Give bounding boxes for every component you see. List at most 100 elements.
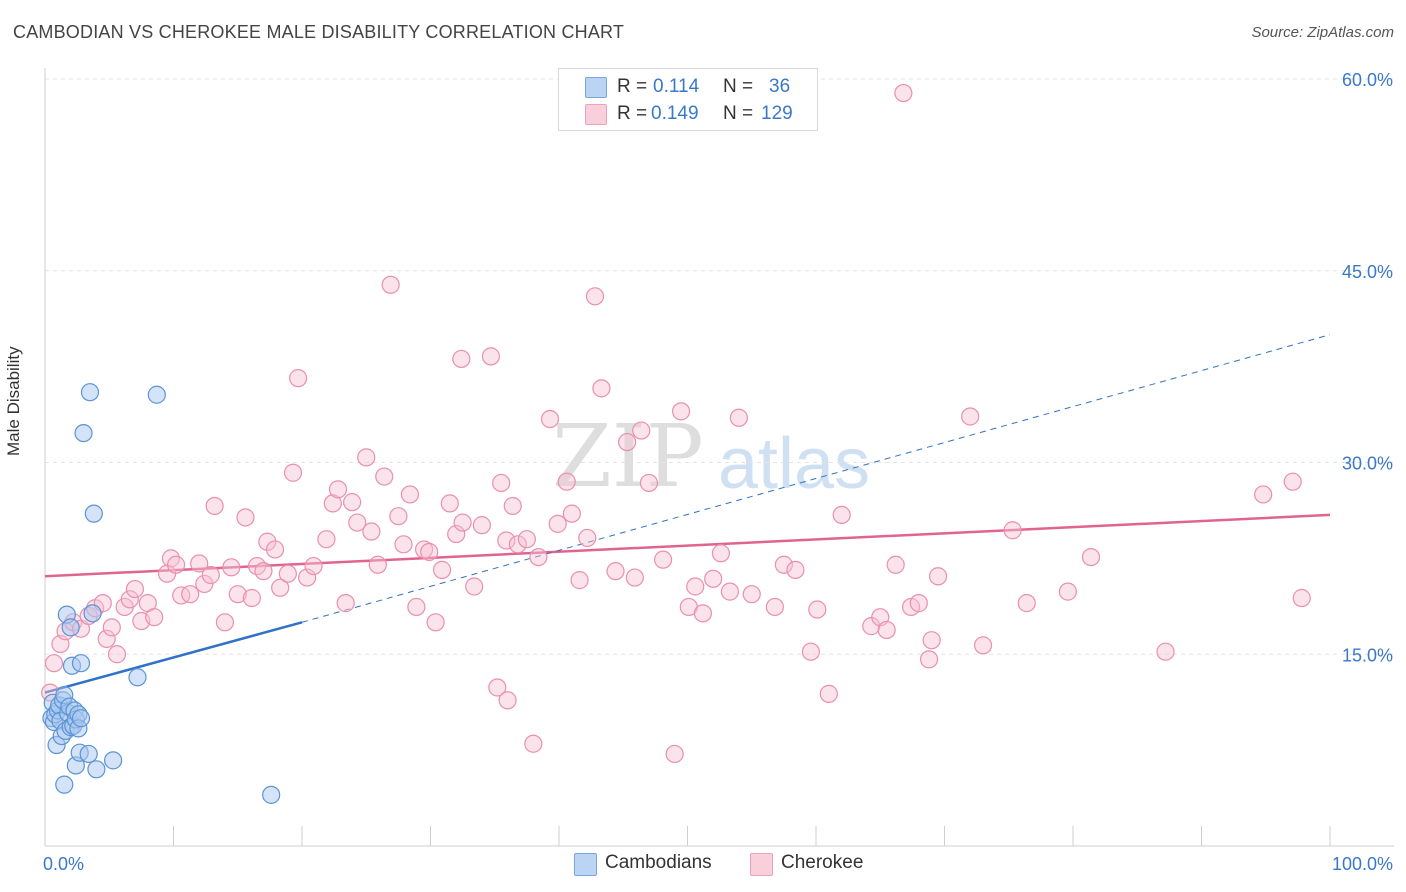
legend-r-value: 0.149 [651, 103, 699, 124]
cherokee-point [801, 642, 820, 661]
cherokee-point [348, 513, 367, 532]
cherokee-point [808, 600, 827, 619]
cherokee-point [704, 569, 723, 588]
cherokee-point [562, 504, 581, 523]
cherokee-point [236, 508, 255, 527]
cherokee-point [102, 618, 121, 637]
cherokee-point [394, 535, 413, 554]
cambodians-legend-label: Cambodians [605, 852, 712, 873]
cherokee-point [205, 496, 224, 516]
cherokee-point [585, 287, 605, 306]
cherokee-point [886, 555, 905, 574]
cherokee-point [1017, 594, 1036, 613]
cherokee-point [909, 594, 928, 613]
cherokee-point [215, 613, 234, 632]
cherokee-point [181, 585, 200, 604]
cambodians-points [42, 383, 281, 804]
cherokee-point [765, 597, 784, 617]
cherokee-point [145, 608, 164, 627]
cherokee-point [928, 567, 948, 586]
cherokee-point [420, 542, 439, 562]
cherokee-point [625, 568, 644, 587]
cherokee-point [973, 636, 993, 655]
cherokee-point [323, 494, 342, 513]
cherokee-point [426, 613, 445, 632]
cambodians-point [74, 423, 93, 443]
cherokee-point [557, 472, 576, 491]
cambodians-point [128, 668, 147, 687]
x-tick-label: 0.0% [43, 854, 84, 874]
cambodians-point [84, 504, 103, 523]
cherokee-point [1003, 521, 1022, 540]
source-label: Source: ZipAtlas.com [1251, 24, 1394, 41]
cherokee-point [304, 556, 323, 576]
legend-n-value: 129 [761, 103, 793, 124]
cambodians-point [147, 385, 166, 404]
cambodians-point [104, 751, 123, 770]
cherokee-trend-line [44, 513, 1331, 578]
cherokee-point [1254, 485, 1273, 504]
cherokee-point [570, 571, 589, 590]
x-tick-label: 100.0% [1332, 854, 1393, 874]
cherokee-point [120, 590, 139, 609]
cherokee-point [278, 564, 297, 583]
cambodians-point [55, 775, 74, 794]
cambodians-point [71, 654, 91, 673]
legend-r-value: 0.114 [653, 76, 700, 97]
cherokee-point [720, 582, 740, 601]
cherokee-point [686, 577, 705, 596]
cherokee-point [289, 369, 308, 388]
legend-n-label: N = [723, 103, 754, 124]
cherokee-point [440, 494, 459, 513]
cherokee-point [488, 678, 507, 697]
cambodians-point [61, 618, 80, 637]
y-tick-label: 30.0% [1342, 454, 1393, 474]
cherokee-point [407, 597, 426, 617]
cherokee-point [242, 588, 261, 608]
cherokee-point [832, 505, 851, 525]
cherokee-point [343, 493, 362, 512]
cherokee-point [492, 473, 511, 493]
cherokee-point [453, 513, 472, 532]
cambodians-legend-swatch [574, 853, 597, 876]
cherokee-point [336, 594, 355, 613]
cherokee-point [258, 532, 277, 551]
cherokee-point [166, 555, 186, 574]
axes [44, 68, 1394, 847]
cherokee-point [447, 524, 466, 544]
cherokee-point [271, 578, 290, 597]
cherokee-point [922, 631, 941, 650]
cherokee-point [529, 547, 548, 567]
cherokee-point [742, 585, 761, 604]
cherokee-point [254, 562, 273, 581]
cherokee-point [774, 555, 793, 574]
cambodians-trend-extension [301, 334, 1331, 623]
cherokee-point [472, 516, 491, 535]
cherokee-point [498, 691, 517, 710]
cherokee-point [481, 347, 500, 366]
cambodians-point [83, 604, 102, 623]
legend-n-label: N = [723, 76, 754, 97]
cherokee-point [919, 650, 939, 669]
cherokee-point [632, 421, 651, 440]
cherokee-trend [44, 513, 1331, 578]
cherokee-point [1292, 588, 1311, 608]
cherokee-point [452, 349, 471, 369]
cherokee-legend-swatch [750, 853, 773, 876]
cherokee-point [362, 522, 381, 541]
y-tick-label: 60.0% [1342, 70, 1393, 90]
cherokee-point [368, 555, 387, 574]
cherokee-point [283, 463, 303, 482]
cherokee-point [222, 558, 241, 577]
legend-n-value: 36 [769, 76, 791, 97]
cherokee-point [465, 577, 484, 596]
tick-labels: 15.0% 30.0% 45.0% 60.0% 0.0% 100.0% [43, 70, 1393, 874]
cherokee-point [432, 560, 452, 579]
cherokee-point [711, 544, 731, 563]
cherokee-point [400, 485, 420, 504]
cherokee-point [97, 629, 116, 649]
cherokee-point [639, 473, 659, 493]
cherokee-point [508, 535, 527, 554]
cherokee-point [389, 507, 408, 526]
gridlines [45, 78, 1394, 655]
